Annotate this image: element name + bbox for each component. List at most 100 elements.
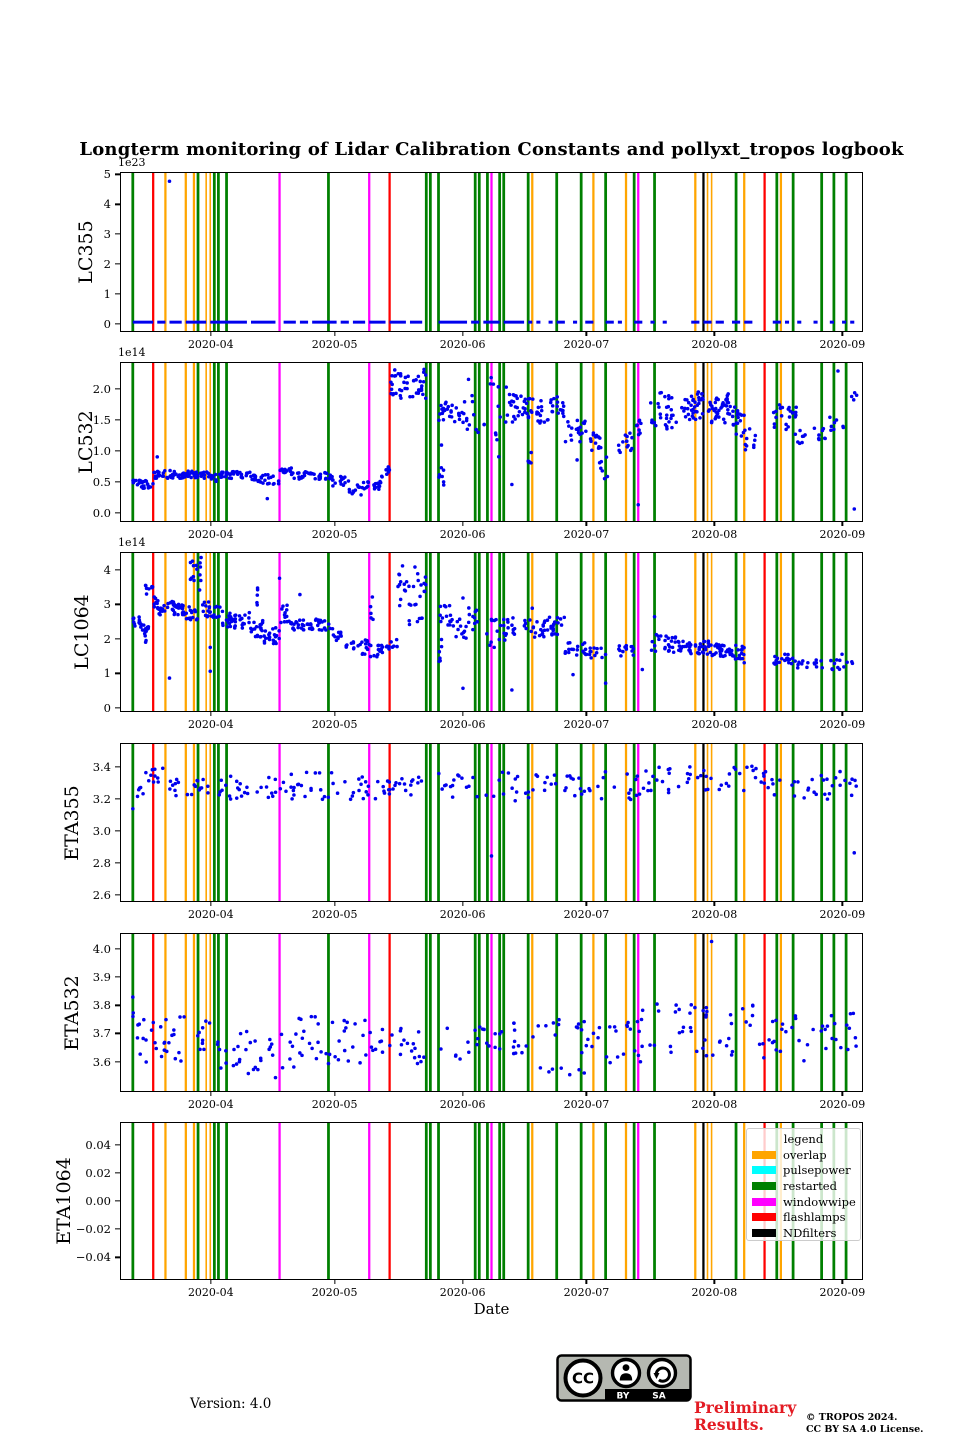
event-line-restarted xyxy=(632,173,636,331)
data-point xyxy=(464,624,468,629)
event-line-NDfilters xyxy=(702,744,705,901)
y-tick-mark xyxy=(115,293,120,295)
data-point xyxy=(811,1027,815,1032)
data-point xyxy=(701,1008,705,1013)
data-point xyxy=(689,394,694,399)
event-line-overlap xyxy=(624,173,628,331)
data-point xyxy=(400,564,405,568)
event-line-restarted xyxy=(775,363,779,521)
data-point xyxy=(298,1051,302,1055)
data-point xyxy=(693,644,698,648)
data-point xyxy=(700,396,705,400)
data-point xyxy=(301,475,305,479)
data-point xyxy=(155,469,160,474)
data-point xyxy=(441,483,446,487)
data-point xyxy=(439,465,444,470)
event-line-restarted xyxy=(428,934,432,1091)
event-line-restarted xyxy=(844,363,848,521)
event-line-restarted xyxy=(428,744,432,901)
data-point xyxy=(281,780,286,785)
data-point xyxy=(536,405,541,410)
data-point xyxy=(470,393,474,398)
x-tick-mark xyxy=(841,1280,844,1284)
zero-dash xyxy=(556,320,565,324)
y-tick-mark xyxy=(115,322,120,325)
event-line-restarted xyxy=(131,173,135,331)
data-point xyxy=(423,575,428,579)
data-point xyxy=(387,644,391,649)
y-tick-label: 1.0 xyxy=(92,443,111,458)
data-point xyxy=(309,788,313,793)
data-point xyxy=(271,627,275,631)
event-line-overlap xyxy=(743,934,746,1091)
data-point xyxy=(507,392,512,397)
data-point xyxy=(267,631,272,635)
data-point xyxy=(612,785,617,789)
zero-dash xyxy=(617,320,622,324)
data-point xyxy=(227,621,232,626)
data-point xyxy=(674,420,678,425)
data-point xyxy=(717,646,722,651)
cc-by-sa-badge: CC BY SA xyxy=(556,1354,692,1402)
data-point xyxy=(475,1042,479,1047)
data-point xyxy=(213,605,217,610)
data-point xyxy=(509,403,513,407)
data-point xyxy=(664,405,669,410)
data-point xyxy=(669,408,674,412)
data-point xyxy=(493,431,498,435)
data-point xyxy=(202,1047,206,1052)
y-tick-mark xyxy=(115,1032,120,1035)
y-tick-mark xyxy=(115,1256,120,1258)
data-point xyxy=(513,417,517,421)
data-point xyxy=(516,413,520,418)
data-point xyxy=(707,408,711,412)
data-point xyxy=(556,411,560,415)
data-point xyxy=(182,1015,186,1019)
data-point xyxy=(801,659,805,663)
data-point xyxy=(524,401,529,406)
x-tick-mark xyxy=(713,522,716,526)
data-point xyxy=(703,1038,707,1042)
event-line-overlap xyxy=(184,363,187,521)
event-line-restarted xyxy=(526,173,530,331)
data-point xyxy=(665,427,669,431)
svg-text:SA: SA xyxy=(652,1392,665,1402)
data-point xyxy=(178,1015,182,1019)
data-point xyxy=(636,1053,641,1058)
x-tick-label: 2020-04 xyxy=(187,338,234,351)
scatter-canvas xyxy=(131,363,859,521)
y-tick-mark xyxy=(115,388,120,390)
data-point xyxy=(227,476,232,480)
x-tick-mark xyxy=(713,1280,716,1284)
event-line-restarted xyxy=(844,553,848,711)
event-line-windowwipe xyxy=(368,363,371,521)
data-point xyxy=(337,1039,341,1043)
event-line-overlap xyxy=(192,553,196,711)
event-line-overlap xyxy=(205,934,207,1091)
data-point xyxy=(360,775,365,779)
event-line-overlap xyxy=(779,934,783,1091)
data-point xyxy=(255,588,260,592)
data-point xyxy=(202,600,207,605)
data-point xyxy=(162,609,167,613)
outlier-point xyxy=(510,688,514,692)
data-point xyxy=(368,604,373,609)
data-point xyxy=(602,476,607,481)
data-point xyxy=(223,783,228,788)
data-point xyxy=(691,416,696,420)
event-line-overlap xyxy=(209,934,212,1091)
data-point xyxy=(721,401,725,405)
data-point xyxy=(542,634,546,639)
x-tick-label: 2020-05 xyxy=(311,1286,358,1299)
data-point xyxy=(627,796,631,800)
event-line-restarted xyxy=(653,553,656,711)
data-point xyxy=(244,1029,249,1034)
data-point xyxy=(174,472,178,476)
data-point xyxy=(454,634,458,639)
x-tick-label: 2020-05 xyxy=(311,718,358,731)
data-point xyxy=(744,444,749,448)
zero-dash xyxy=(169,320,182,324)
data-point xyxy=(462,411,466,416)
event-line-restarted xyxy=(820,173,824,331)
data-point xyxy=(847,1026,852,1031)
